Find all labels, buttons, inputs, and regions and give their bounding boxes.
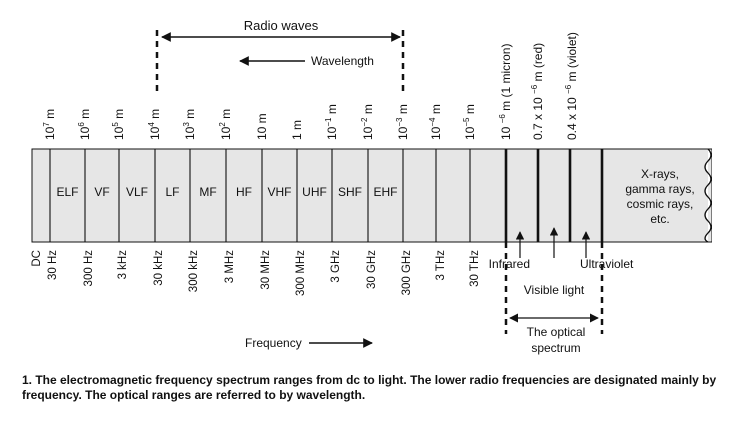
wavelength-tick-4: 103 m (182, 109, 197, 140)
frequency-tick-1: 30 Hz (47, 250, 59, 280)
wavelength-tick-3: 104 m (147, 109, 162, 140)
wavelength-ticks: 107 m 106 m 105 m 104 m 103 m 102 m 10 m 1 m 10−… (42, 104, 477, 140)
frequency-ticks: DC 30 Hz 300 Hz 3 kHz 30 kHz 300 kHz 3 MHz 30 M… (31, 250, 481, 296)
band-label-vhf: VHF (268, 185, 292, 199)
wavelength-tick-11: 10−4 m (428, 104, 443, 140)
band-label-shf: SHF (338, 185, 362, 199)
high-energy-line-4: etc. (650, 212, 669, 226)
wavelength-tick-2: 105 m (111, 109, 126, 140)
band-labels: ELF VF VLF LF MF HF VHF UHF SHF EHF (56, 185, 397, 199)
high-energy-line-3: cosmic rays, (627, 197, 694, 211)
frequency-tick-8: 300 MHz (295, 250, 307, 296)
frequency-label: Frequency (245, 336, 302, 350)
frequency-tick-7: 30 MHz (260, 250, 272, 290)
visible-light-label: Visible light (524, 283, 585, 297)
wavelength-tick-1: 106 m (77, 109, 92, 140)
band-label-ehf: EHF (374, 185, 398, 199)
band-label-hf: HF (236, 185, 252, 199)
spectrum-bar (31, 148, 713, 243)
optical-spectrum-line-1: The optical (527, 325, 586, 339)
high-energy-text: X-rays, gamma rays, cosmic rays, etc. (625, 167, 694, 226)
high-energy-line-2: gamma rays, (625, 182, 694, 196)
wavelength-tick-12: 10−5 m (462, 104, 477, 140)
band-label-vf: VF (94, 185, 109, 199)
frequency-tick-2: 300 Hz (83, 250, 95, 287)
frequency-tick-4: 30 kHz (153, 250, 165, 286)
optical-wavelength-2: 0.4 x 10 −6 m (violet) (564, 32, 579, 140)
band-label-uhf: UHF (302, 185, 327, 199)
ultraviolet-label: Ultraviolet (580, 257, 634, 271)
wavelength-tick-7: 1 m (290, 120, 304, 140)
band-label-mf: MF (199, 185, 216, 199)
optical-wavelength-1: 0.7 x 10 −6 m (red) (530, 43, 545, 140)
band-label-vlf: VLF (126, 185, 148, 199)
wavelength-tick-5: 102 m (218, 109, 233, 140)
figure-caption: 1. The electromagnetic frequency spectru… (22, 373, 717, 402)
frequency-tick-3: 3 kHz (117, 250, 129, 280)
frequency-tick-9: 3 GHz (330, 250, 342, 283)
optical-wavelength-labels: 10 −6 m (1 micron) 0.7 x 10 −6 m (red) 0.4… (498, 32, 579, 140)
wavelength-tick-6: 10 m (255, 113, 269, 140)
wavelength-label: Wavelength (311, 54, 374, 68)
high-energy-line-1: X-rays, (641, 167, 679, 181)
optical-wavelength-0: 10 −6 m (1 micron) (498, 44, 513, 140)
frequency-tick-0: DC (31, 250, 43, 267)
band-label-lf: LF (165, 185, 179, 199)
frequency-tick-6: 3 MHz (224, 250, 236, 283)
infrared-label: Infrared (489, 257, 530, 271)
frequency-tick-13: 30 THz (469, 250, 481, 287)
frequency-tick-10: 30 GHz (366, 250, 378, 289)
wavelength-tick-0: 107 m (42, 109, 57, 140)
wavelength-tick-10: 10−3 m (395, 104, 410, 140)
band-dividers (49, 149, 604, 242)
frequency-tick-5: 300 kHz (188, 250, 200, 292)
radio-waves-label: Radio waves (244, 18, 319, 33)
optical-spectrum-line-2: spectrum (531, 341, 580, 355)
wavelength-tick-8: 10−1 m (324, 104, 339, 140)
band-label-elf: ELF (56, 185, 78, 199)
frequency-tick-11: 300 GHz (401, 250, 413, 296)
wavelength-tick-9: 10−2 m (360, 104, 375, 140)
frequency-tick-12: 3 THz (435, 250, 447, 281)
